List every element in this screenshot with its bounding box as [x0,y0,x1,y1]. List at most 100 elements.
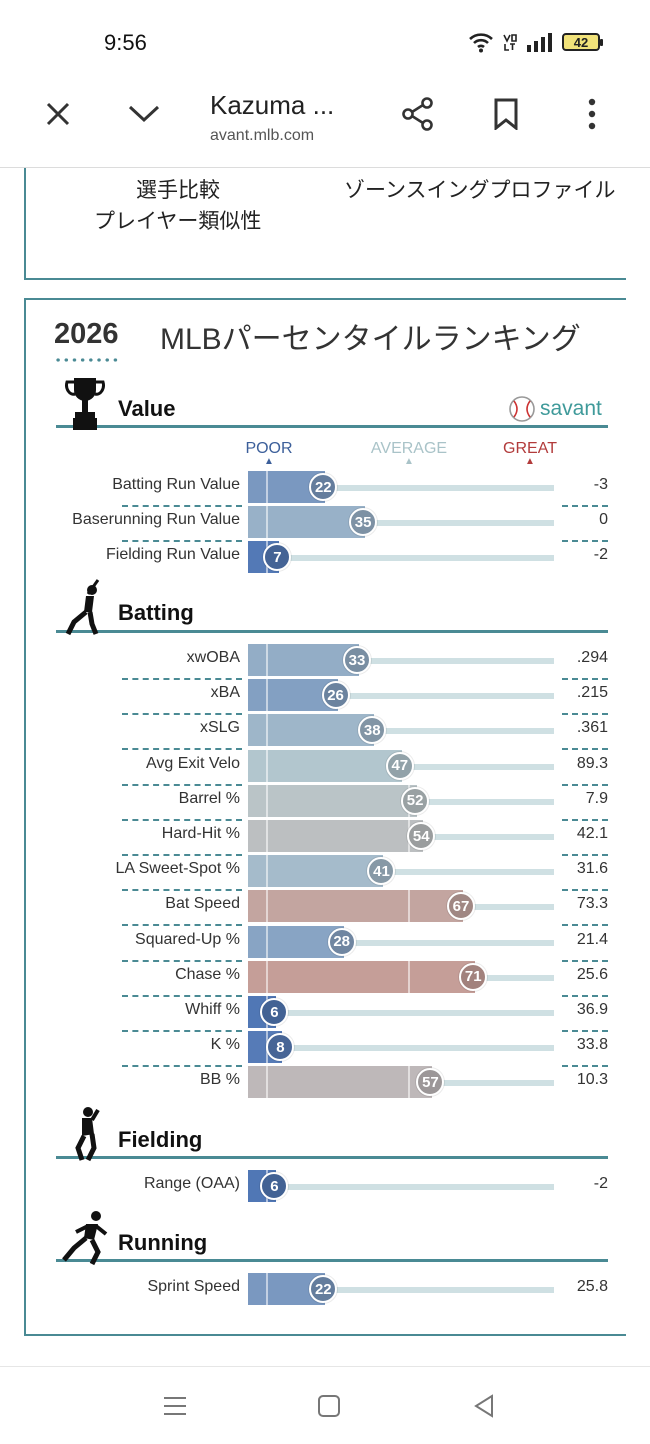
row-separator [122,924,242,927]
percentile-row[interactable]: Sprint Speed 22 25.8 [0,1273,650,1305]
percentile-row[interactable]: xwOBA 33 .294 [0,644,650,680]
metric-value: 0 [599,511,608,529]
savant-wordmark: savant [540,397,602,420]
recent-apps-icon[interactable] [160,1393,190,1419]
back-icon[interactable] [470,1393,500,1419]
metric-label: xBA [210,684,240,702]
metric-label: K % [210,1036,240,1054]
percentile-row[interactable]: xSLG 38 .361 [0,714,650,751]
percentile-row[interactable]: Chase % 71 25.6 [0,960,650,997]
percentile-row[interactable]: Range (OAA) 6 -2 [0,1170,650,1202]
metric-value: .215 [576,684,608,702]
section-title-fielding: Fielding [118,1127,203,1152]
percentile-row[interactable]: Whiff % 6 36.9 [0,996,650,1032]
row-separator [562,1065,608,1068]
share-button[interactable] [398,94,438,134]
status-bar: 9:56 42 [0,0,650,80]
section-divider [56,630,608,633]
metric-label: Chase % [175,965,240,983]
metric-label: Fielding Run Value [105,546,240,564]
metric-value: 42.1 [576,825,608,842]
system-nav-bar [0,1366,650,1444]
percentile-row[interactable]: xBA 26 .215 [0,679,650,716]
percentile-badge: 38 [358,716,387,745]
link-player-compare[interactable]: 選手比較 [136,179,220,202]
close-button[interactable] [38,94,78,134]
row-separator [562,678,608,680]
percentile-bar [248,855,384,888]
season-year-selector[interactable]: 2026 [54,318,119,350]
metric-value: 33.8 [576,1036,608,1054]
metric-value: .361 [576,719,608,737]
percentile-bar [248,714,375,747]
battery-icon: 42 [562,33,603,51]
home-icon[interactable] [314,1393,344,1419]
row-separator [122,889,242,892]
percentile-row[interactable]: Fielding Run Value 7 -2 [0,541,650,574]
percentile-bar [248,506,366,539]
metric-label: Avg Exit Velo [146,754,240,772]
row-separator [562,854,608,856]
percentile-track [248,485,554,491]
metric-label: Bat Speed [165,895,240,913]
page-url[interactable]: avant.mlb.com [210,127,315,144]
status-icons: 42 [468,28,603,56]
percentile-track [248,1287,554,1293]
metric-label: Batting Run Value [112,476,240,493]
percentile-badge: 47 [385,751,414,780]
percentile-bar [248,644,359,676]
percentile-badge: 52 [401,786,430,815]
percentile-row[interactable]: K % 8 33.8 [0,1031,650,1068]
percentile-row[interactable]: Avg Exit Velo 47 89.3 [0,749,650,786]
dropdown-button[interactable] [124,94,164,134]
row-separator [122,994,242,997]
row-separator [562,505,608,507]
average-marker [408,1066,410,1099]
more-menu-button[interactable] [572,94,612,134]
percentile-badge: 6 [260,998,289,1026]
bookmark-button[interactable] [486,94,526,134]
baseball-icon [509,396,535,422]
metric-value: 31.6 [576,860,608,878]
percentile-badge: 71 [459,962,488,991]
triangle-up-icon: ▲ [264,456,274,467]
triangle-up-icon: ▲ [404,456,414,467]
percentile-badge: 28 [327,927,356,956]
link-player-similarity[interactable]: プレイヤー類似性 [94,210,262,233]
section-divider [56,1156,608,1159]
metric-label: xSLG [199,719,240,737]
percentile-row[interactable]: BB % 57 10.3 [0,1066,650,1099]
row-separator [562,1030,608,1032]
metric-label: xwOBA [186,649,240,666]
percentile-bar [248,960,476,993]
percentile-row[interactable]: Batting Run Value 22 -3 [0,471,650,507]
row-separator [562,889,608,892]
percentile-row[interactable]: Bat Speed 67 73.3 [0,890,650,927]
percentile-track [248,693,554,700]
percentile-row[interactable]: Baserunning Run Value 35 0 [0,506,650,543]
percentile-badge: 6 [260,1172,289,1200]
percentile-row[interactable]: Barrel % 52 7.9 [0,784,650,821]
percentile-badge: 67 [447,892,476,921]
percentile-badge: 8 [266,1033,295,1062]
browser-toolbar: Kazuma ... avant.mlb.com [0,80,650,168]
wifi-icon [469,33,493,53]
percentile-row[interactable]: Squared-Up % 28 21.4 [0,925,650,962]
percentile-row[interactable]: Hard-Hit % 54 42.1 [0,820,650,856]
link-zone-swing-profile[interactable]: ゾーンスイングプロファイル [344,179,616,202]
row-separator [562,783,608,786]
section-title-value: Value [118,396,176,421]
average-marker [408,960,410,993]
more-vert-icon [588,98,596,130]
percentile-badge: 26 [321,681,350,710]
percentile-row[interactable]: LA Sweet-Spot % 41 31.6 [0,855,650,892]
metric-value: -2 [593,1175,608,1192]
metric-label: Whiff % [185,1001,240,1018]
close-icon [46,102,70,126]
row-separator [122,1030,242,1032]
section-divider [56,1259,608,1262]
page-title[interactable]: Kazuma ... [210,90,335,120]
percentile-track [248,1010,554,1016]
savant-logo: savant [508,395,602,423]
percentile-bar [248,1066,433,1099]
